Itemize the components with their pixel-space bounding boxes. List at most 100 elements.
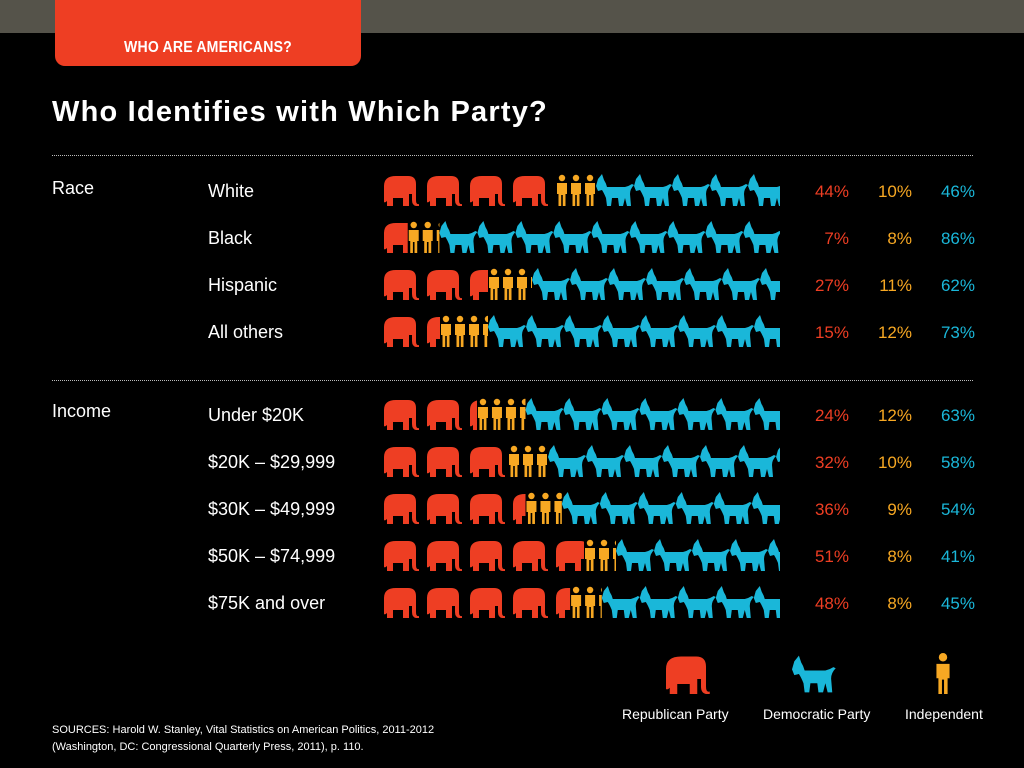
donkey-icon bbox=[791, 398, 829, 430]
donkey-icon bbox=[798, 268, 836, 300]
donkey-icon bbox=[738, 445, 776, 477]
elephant-icon bbox=[666, 656, 710, 694]
divider-income bbox=[52, 380, 973, 381]
donkey-icon bbox=[716, 315, 754, 347]
elephant-icon bbox=[384, 588, 419, 618]
donkey-icon bbox=[715, 586, 754, 618]
pct-republican: 15% bbox=[814, 323, 849, 342]
donkey-icon bbox=[722, 268, 760, 300]
donkey-icon bbox=[601, 586, 640, 618]
donkey-icon bbox=[477, 221, 516, 253]
donkey-icon bbox=[548, 445, 586, 477]
pct-independent: 11% bbox=[879, 276, 912, 295]
elephant-icon bbox=[470, 541, 505, 571]
donkey-icon bbox=[768, 539, 780, 571]
pct-democratic: 63% bbox=[940, 406, 975, 425]
pct-democratic: 45% bbox=[940, 594, 975, 613]
pct-republican: 24% bbox=[814, 406, 849, 425]
donkey-icon bbox=[678, 315, 716, 347]
row-label: Hispanic bbox=[208, 275, 278, 295]
person-icon bbox=[571, 174, 581, 206]
legend-label-democratic: Democratic Party bbox=[763, 706, 871, 722]
person-icon bbox=[509, 445, 519, 477]
donkey-icon bbox=[672, 174, 710, 206]
donkey-icon bbox=[781, 221, 819, 253]
person-icon bbox=[408, 221, 419, 253]
donkey-icon bbox=[806, 539, 844, 571]
donkey-icon bbox=[616, 539, 654, 571]
donkey-icon bbox=[790, 492, 828, 524]
donkey-icon bbox=[634, 174, 672, 206]
person-icon bbox=[489, 268, 499, 300]
pct-democratic: 73% bbox=[940, 323, 975, 342]
donkey-icon bbox=[624, 445, 662, 477]
person-icon bbox=[477, 398, 488, 430]
row-label: $30K – $49,999 bbox=[208, 499, 336, 519]
donkey-icon bbox=[596, 174, 634, 206]
person-icon bbox=[441, 315, 451, 347]
donkey-icon bbox=[700, 445, 738, 477]
row-label: $20K – $29,999 bbox=[208, 452, 336, 472]
donkey-icon bbox=[792, 586, 830, 618]
donkey-icon bbox=[586, 445, 624, 477]
person-icon bbox=[585, 174, 595, 206]
group-label-race: Race bbox=[52, 178, 95, 198]
pct-independent: 8% bbox=[887, 594, 912, 613]
pct-republican: 51% bbox=[814, 547, 849, 566]
donkey-icon bbox=[563, 398, 602, 430]
row-label: All others bbox=[208, 322, 284, 342]
person-icon bbox=[554, 492, 562, 524]
donkey-icon bbox=[526, 315, 564, 347]
donkey-icon bbox=[439, 221, 478, 253]
row-label: Black bbox=[208, 228, 253, 248]
donkey-icon bbox=[786, 174, 824, 206]
donkey-icon bbox=[760, 268, 780, 300]
row-label: White bbox=[208, 181, 255, 201]
donkey-icon bbox=[677, 586, 716, 618]
person-icon bbox=[599, 539, 609, 571]
person-icon bbox=[469, 315, 479, 347]
person-icon bbox=[523, 445, 533, 477]
person-icon bbox=[585, 586, 596, 618]
republican-segment bbox=[384, 176, 548, 206]
legend-label-republican: Republican Party bbox=[622, 706, 729, 722]
legend-label-independent: Independent bbox=[905, 706, 983, 722]
elephant-icon bbox=[427, 447, 462, 477]
democratic-segment bbox=[525, 398, 829, 430]
elephant-icon bbox=[384, 270, 419, 300]
donkey-icon bbox=[715, 398, 754, 430]
donkey-icon bbox=[730, 539, 768, 571]
pct-democratic: 58% bbox=[940, 453, 975, 472]
donkey-icon bbox=[667, 221, 706, 253]
person-icon bbox=[585, 539, 595, 571]
elephant-icon bbox=[427, 541, 462, 571]
donkey-icon bbox=[748, 174, 780, 206]
source-note: SOURCES: Harold W. Stanley, Vital Statis… bbox=[52, 722, 434, 756]
row-label: $75K and over bbox=[208, 593, 326, 613]
elephant-icon bbox=[427, 588, 462, 618]
donkey-icon bbox=[792, 315, 830, 347]
person-icon bbox=[526, 492, 537, 524]
person-icon bbox=[503, 268, 513, 300]
group-label-income: Income bbox=[52, 401, 112, 421]
elephant-icon bbox=[470, 176, 505, 206]
donkey-icon bbox=[662, 445, 700, 477]
donkey-icon bbox=[637, 492, 676, 524]
donkey-icon bbox=[692, 539, 730, 571]
elephant-icon bbox=[384, 317, 419, 347]
pct-independent: 8% bbox=[887, 547, 912, 566]
page-title: Who Identifies with Which Party? bbox=[52, 96, 548, 128]
person-icon bbox=[505, 398, 516, 430]
donkey-icon bbox=[591, 221, 630, 253]
elephant-icon bbox=[384, 400, 419, 430]
elephant-icon bbox=[427, 400, 462, 430]
donkey-icon bbox=[608, 268, 646, 300]
row-label: $50K – $74,999 bbox=[208, 546, 336, 566]
person-icon bbox=[422, 221, 433, 253]
elephant-icon bbox=[513, 176, 548, 206]
person-icon bbox=[517, 268, 527, 300]
pct-independent: 12% bbox=[877, 406, 912, 425]
donkey-icon bbox=[751, 492, 780, 524]
donkey-icon bbox=[525, 398, 564, 430]
